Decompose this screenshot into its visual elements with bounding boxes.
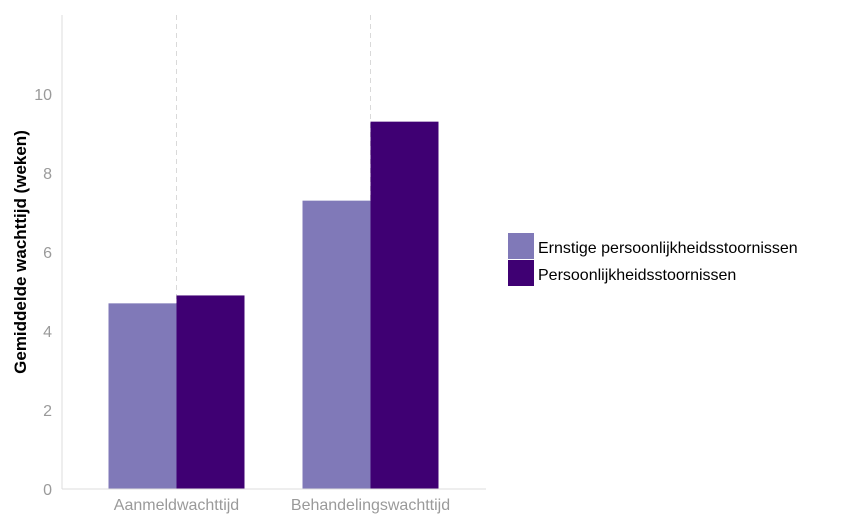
- y-tick-label: 6: [43, 245, 52, 262]
- bars: [108, 121, 439, 490]
- legend-swatch: [508, 233, 534, 259]
- legend-label: Ernstige persoonlijkheidsstoornissen: [538, 240, 798, 257]
- legend: Ernstige persoonlijkheidsstoornissen Pers…: [508, 233, 798, 286]
- y-tick-label: 8: [43, 166, 52, 183]
- y-tick-label: 2: [43, 403, 52, 420]
- y-tick-label: 4: [43, 324, 52, 341]
- y-axis-title: Gemiddelde wachttijd (weken): [11, 130, 30, 374]
- x-tick-label: Behandelingswachttijd: [291, 497, 450, 514]
- y-tick-label: 0: [43, 482, 52, 499]
- bar: [370, 121, 439, 490]
- bar: [176, 295, 245, 489]
- axes: [61, 15, 486, 490]
- bar: [108, 303, 177, 489]
- x-tick-label: Aanmeldwachttijd: [114, 497, 239, 514]
- bar: [302, 200, 371, 489]
- legend-swatch: [508, 260, 534, 286]
- y-tick-labels: 0 2 4 6 8 10: [34, 87, 52, 499]
- x-tick-labels: Aanmeldwachttijd Behandelingswachttijd: [114, 497, 450, 514]
- legend-label: Persoonlijkheidsstoornissen: [538, 267, 736, 284]
- y-tick-label: 10: [34, 87, 52, 104]
